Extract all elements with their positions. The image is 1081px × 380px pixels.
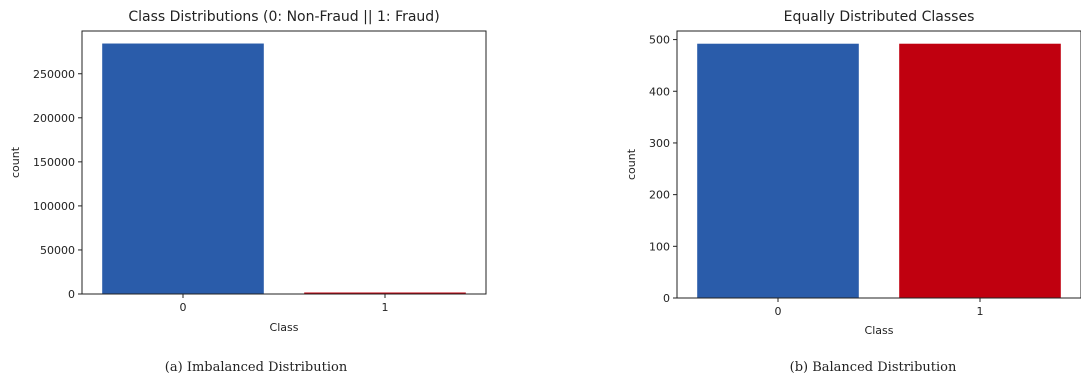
- chart-a-ytick-label: 150000: [33, 156, 75, 169]
- chart-b-bar-0: [697, 43, 859, 298]
- chart-a-title: Class Distributions (0: Non-Fraud || 1: …: [128, 9, 439, 25]
- chart-a-bar-0: [102, 43, 264, 294]
- chart-b-caption: (b) Balanced Distribution: [790, 360, 957, 375]
- chart-a-xtick-label: 1: [382, 301, 389, 314]
- chart-b-frame: [676, 30, 1081, 299]
- chart-a-xlabel: Class: [270, 321, 299, 334]
- chart-b-bar-1: [899, 43, 1061, 298]
- chart-b-xtick-label: 1: [977, 305, 984, 318]
- chart-a-ytick-label: 200000: [33, 112, 75, 125]
- chart-b-ytick-label: 500: [649, 34, 670, 47]
- chart-b-title: Equally Distributed Classes: [784, 9, 975, 25]
- chart-a-ylabel: count: [9, 146, 22, 178]
- chart-a-bar-1: [304, 292, 466, 294]
- chart-b-ytick-label: 400: [649, 85, 670, 98]
- chart-a-ytick-label: 250000: [33, 68, 75, 81]
- chart-b-ytick-label: 300: [649, 137, 670, 150]
- chart-a-caption: (a) Imbalanced Distribution: [165, 360, 348, 375]
- chart-a-ytick-label: 0: [68, 288, 75, 301]
- chart-imbalanced: Class Distributions (0: Non-Fraud || 1: …: [9, 9, 487, 375]
- chart-b-ytick-label: 100: [649, 240, 670, 253]
- chart-b-ytick-label: 0: [663, 292, 670, 305]
- chart-a-ytick-label: 100000: [33, 200, 75, 213]
- chart-b-xlabel: Class: [865, 324, 894, 337]
- chart-a-ytick-label: 50000: [40, 244, 75, 257]
- chart-a-y-axis: 0 50000 100000 150000 200000 250000: [33, 68, 82, 301]
- chart-b-y-axis: 0 100 200 300 400 500: [649, 34, 677, 305]
- chart-a-frame: [81, 30, 487, 295]
- chart-b-ytick-label: 200: [649, 189, 670, 202]
- chart-a-xtick-label: 0: [180, 301, 187, 314]
- chart-b-bars: [697, 43, 1061, 298]
- chart-b-ylabel: count: [625, 148, 638, 180]
- chart-balanced: Equally Distributed Classes 010020030040…: [625, 9, 1081, 375]
- chart-a-bars: [102, 43, 466, 294]
- chart-b-xtick-label: 0: [775, 305, 782, 318]
